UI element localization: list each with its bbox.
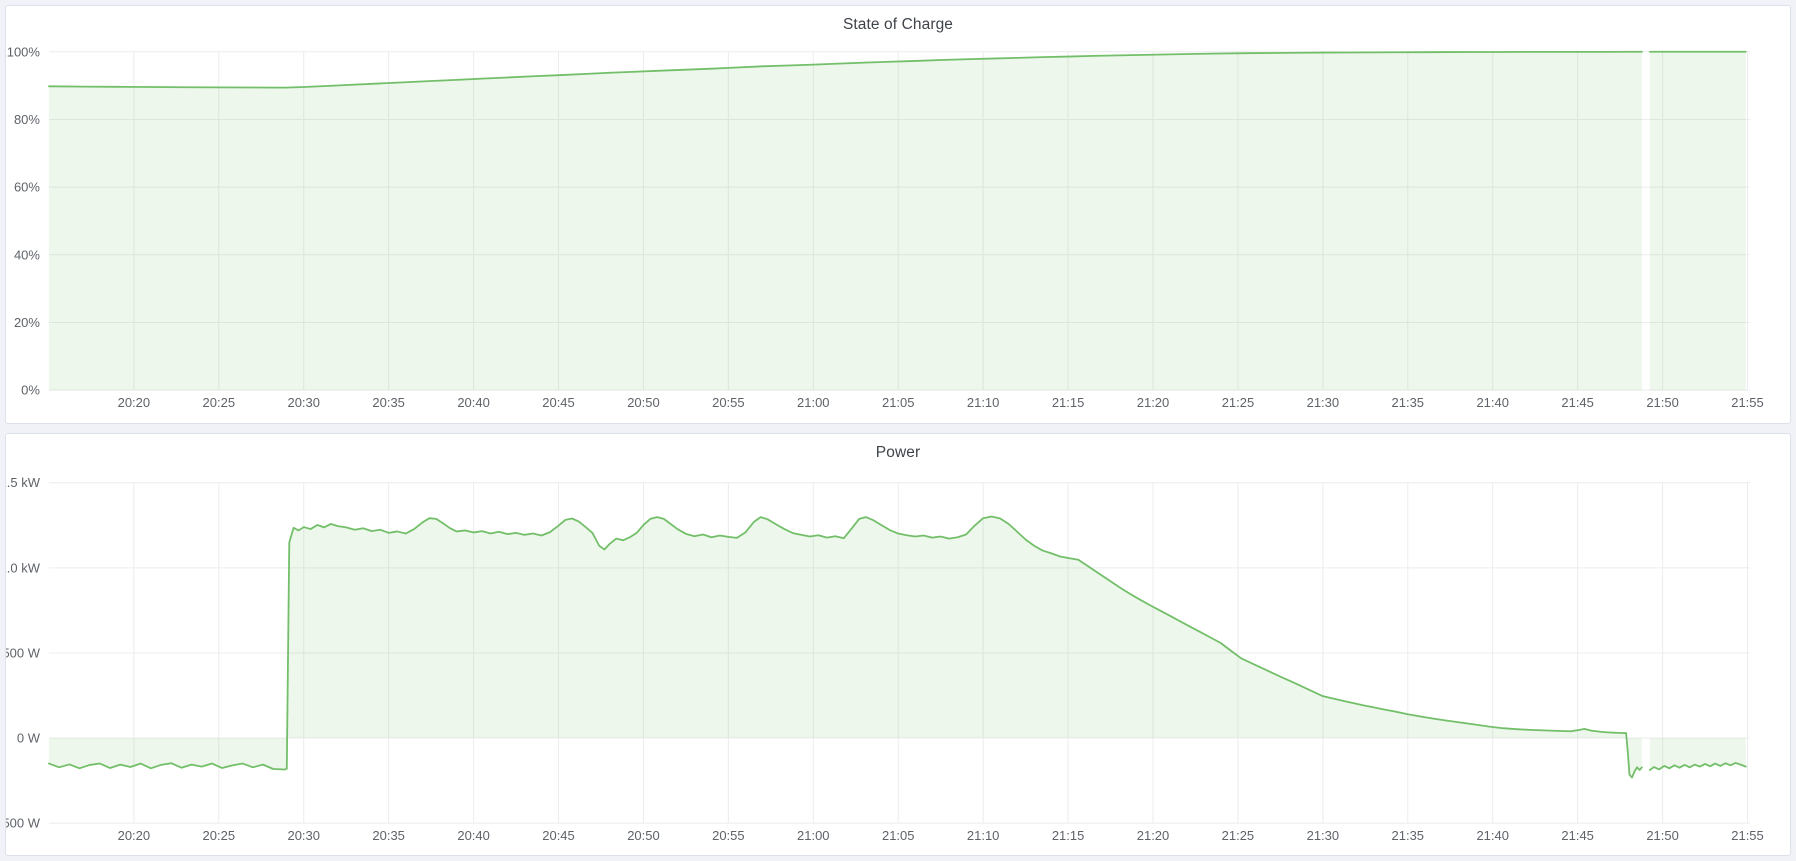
x-axis-tick-label: 21:00 [797, 828, 829, 843]
x-axis-tick-label: 20:30 [287, 828, 319, 843]
x-axis-tick-label: 21:05 [882, 828, 914, 843]
state-of-charge-chart-canvas[interactable]: 0% 20% 40% 60% 80% 100% 20:20 20:25 20:30 20:35 20… [6, 6, 1790, 423]
series-fill [1649, 738, 1746, 771]
x-axis-tick-label: 21:30 [1307, 828, 1339, 843]
x-axis-tick-label: 20:45 [542, 828, 574, 843]
x-axis-tick-label: 21:30 [1307, 395, 1339, 410]
x-axis-tick-label: 21:10 [967, 828, 999, 843]
y-axis-tick-label: 1.5 kW [6, 475, 41, 490]
x-axis-tick-label: 21:25 [1222, 395, 1254, 410]
y-axis-tick-label: 100% [7, 44, 41, 59]
series-line [1648, 762, 1747, 771]
x-axis-tick-label: 21:35 [1392, 828, 1424, 843]
x-axis-tick-label: 20:35 [372, 828, 404, 843]
x-axis-tick-label: 20:35 [372, 395, 404, 410]
y-axis-tick-label: 60% [14, 180, 40, 195]
y-axis-tick-label: 0 W [17, 731, 41, 746]
power-chart-canvas[interactable]: -500 W 0 W 500 W 1.0 kW 1.5 kW 20:20 20:25 20:3… [6, 434, 1790, 855]
x-axis-tick-label: 20:40 [457, 395, 489, 410]
series-line [48, 50, 1643, 89]
x-axis-tick-label: 21:25 [1222, 828, 1254, 843]
x-axis-tick-label: 21:45 [1561, 828, 1593, 843]
x-axis-tick-label: 21:00 [797, 395, 829, 410]
y-axis-tick-label: 0% [21, 383, 40, 398]
x-axis-tick-label: 20:50 [627, 828, 659, 843]
grid-lines [48, 51, 1751, 391]
x-axis-tick-label: 20:25 [203, 395, 235, 410]
x-axis-tick-label: 21:15 [1052, 395, 1084, 410]
panel-title-state-of-charge[interactable]: State of Charge [842, 16, 954, 33]
x-axis-tick-label: 20:30 [287, 395, 319, 410]
series-fill [1649, 51, 1746, 391]
x-axis-tick-label: 21:35 [1392, 395, 1424, 410]
x-axis-tick-label: 20:55 [712, 395, 744, 410]
y-axis-tick-label: 40% [14, 247, 40, 262]
series-line [48, 515, 1643, 779]
panel-power: Power -500 W 0 W 500 W 1.0 kW 1.5 kW 20:20 20:… [5, 433, 1791, 856]
x-axis-tick-label: 20:50 [627, 395, 659, 410]
x-axis-tick-label: 20:40 [457, 828, 489, 843]
y-axis-tick-label: 80% [14, 112, 40, 127]
x-axis-tick-label: 21:50 [1646, 828, 1678, 843]
x-axis-tick-label: 21:20 [1137, 828, 1169, 843]
x-axis-tick-label: 21:40 [1476, 395, 1508, 410]
x-axis-tick-label: 21:05 [882, 395, 914, 410]
x-axis-tick-label: 21:55 [1731, 395, 1763, 410]
y-axis-tick-label: 20% [14, 315, 40, 330]
series-fill [48, 51, 1642, 391]
x-axis-tick-label: 20:45 [542, 395, 574, 410]
panel-title-power[interactable]: Power [875, 444, 921, 461]
x-axis-tick-label: 21:20 [1137, 395, 1169, 410]
x-axis-tick-label: 20:20 [118, 828, 150, 843]
panel-state-of-charge: State of Charge 0% 20% 40% 60% 80% 100% 20:20 2… [5, 5, 1791, 424]
axis-labels: -500 W 0 W 500 W 1.0 kW 1.5 kW 20:20 20:25 20:3… [6, 475, 1764, 843]
x-axis-tick-label: 21:50 [1646, 395, 1678, 410]
x-axis-tick-label: 21:10 [967, 395, 999, 410]
x-axis-tick-label: 21:45 [1561, 395, 1593, 410]
x-axis-tick-label: 20:20 [118, 395, 150, 410]
axis-labels: 0% 20% 40% 60% 80% 100% 20:20 20:25 20:30 20:35 20… [7, 44, 1764, 410]
x-axis-tick-label: 21:55 [1731, 828, 1763, 843]
x-axis-tick-label: 21:15 [1052, 828, 1084, 843]
x-axis-tick-label: 20:55 [712, 828, 744, 843]
series-fill [48, 516, 1642, 778]
y-axis-tick-label: -500 W [6, 816, 41, 831]
x-axis-tick-label: 20:25 [203, 828, 235, 843]
y-axis-tick-label: 1.0 kW [6, 560, 41, 575]
grid-lines [48, 482, 1751, 824]
y-axis-tick-label: 500 W [6, 645, 41, 660]
x-axis-tick-label: 21:40 [1476, 828, 1508, 843]
